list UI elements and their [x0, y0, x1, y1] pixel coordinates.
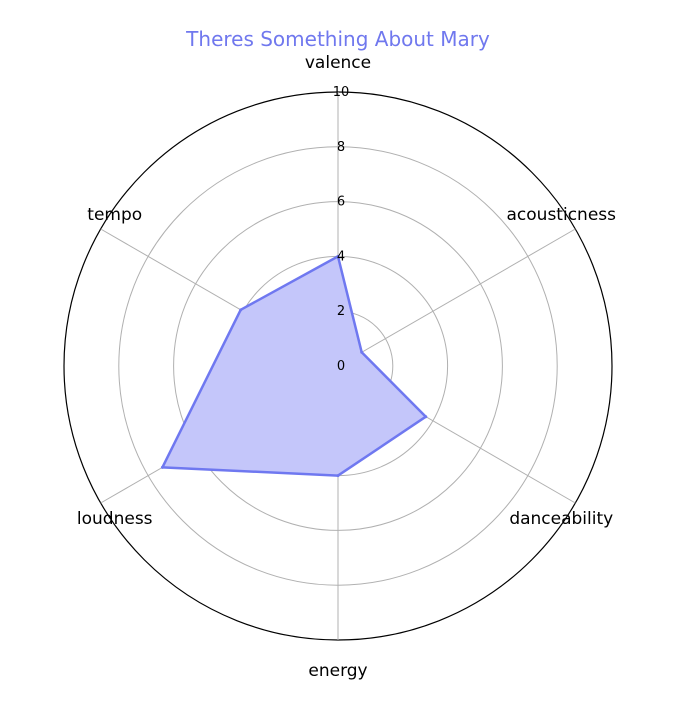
category-labels: valence acousticness danceability energy lou… [77, 53, 616, 681]
category-label-energy: energy [308, 661, 367, 681]
grid-spoke [337, 228, 576, 367]
chart-title: Theres Something About Mary [185, 27, 490, 51]
category-label-danceability: danceability [509, 509, 613, 529]
radial-tick-label: 4 [337, 249, 345, 264]
data-point [336, 474, 340, 478]
category-label-tempo: tempo [87, 205, 142, 225]
data-point [424, 415, 428, 419]
radial-tick-label: 6 [337, 195, 345, 210]
data-point [336, 254, 340, 258]
series-area [161, 255, 428, 477]
radial-tick-label: 2 [337, 304, 345, 319]
data-point [360, 350, 364, 354]
radial-tick-label: 0 [337, 359, 345, 374]
category-label-valence: valence [305, 53, 371, 73]
data-point [160, 465, 164, 469]
category-label-loudness: loudness [77, 509, 153, 529]
radial-tick-label: 8 [337, 140, 345, 155]
radar-series [160, 254, 428, 478]
radial-tick-label: 10 [333, 85, 350, 100]
category-label-acousticness: acousticness [507, 205, 617, 225]
radial-tick-labels: 0 2 4 6 8 10 [333, 85, 350, 374]
data-point [239, 308, 243, 312]
